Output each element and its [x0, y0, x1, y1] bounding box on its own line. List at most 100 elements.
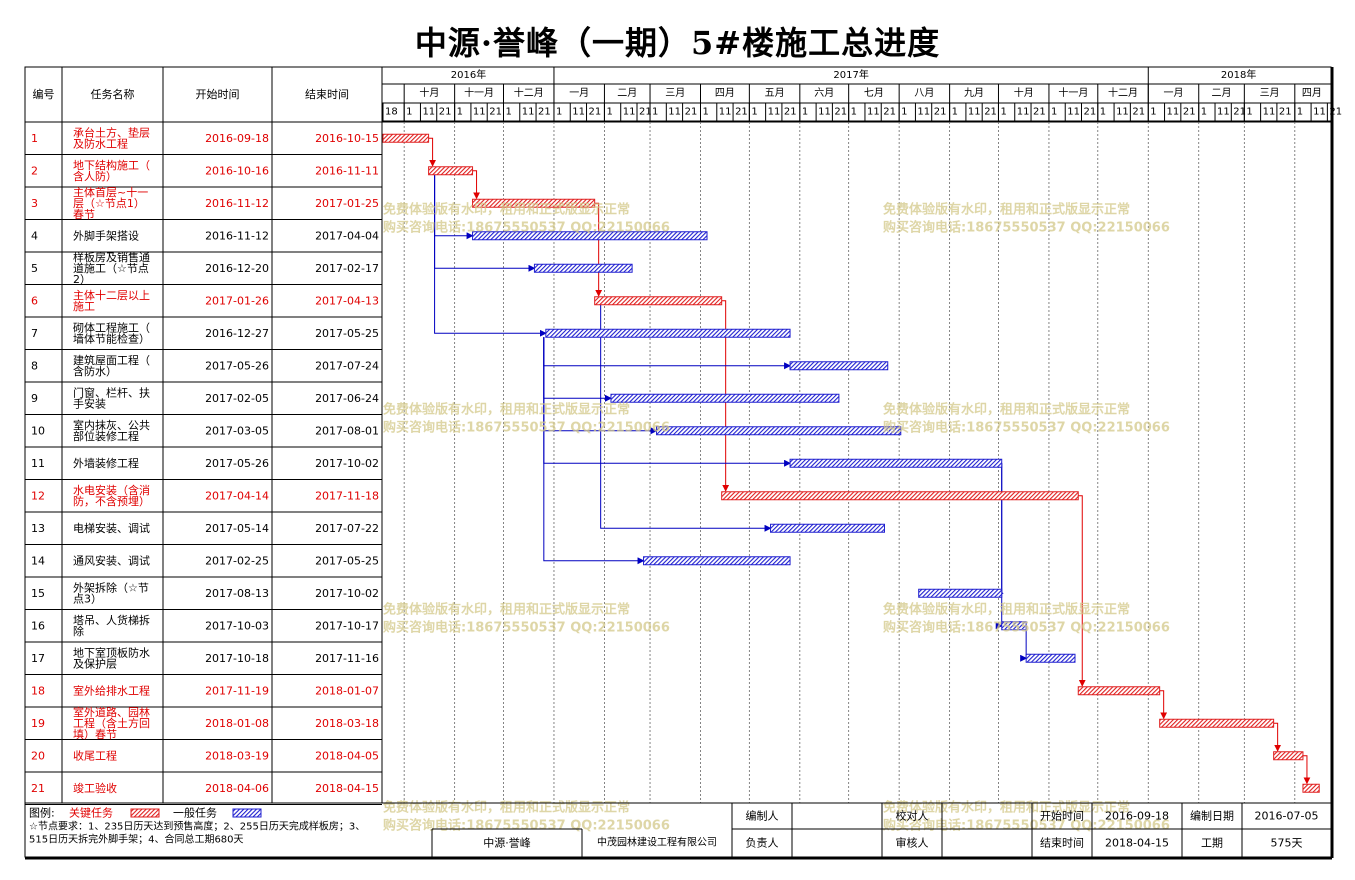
task-name: 含人防） — [73, 169, 117, 183]
task-start: 2017-05-14 — [205, 522, 269, 535]
watermark-line2: 购买咨询电话:18675550537 QQ:22150066 — [383, 620, 670, 636]
task-start: 2017-08-13 — [205, 587, 269, 600]
normal-task-bar[interactable] — [918, 588, 1003, 598]
critical-task-bar[interactable] — [382, 133, 430, 143]
footer-end-label: 结束时间 — [1040, 837, 1084, 850]
normal-task-bar[interactable] — [545, 328, 791, 338]
task-name: 除 — [73, 624, 84, 638]
normal-task-bar[interactable] — [1025, 653, 1076, 663]
critical-task-bar[interactable] — [1159, 718, 1275, 728]
task-row: 20 收尾工程 2018-03-19 2018-04-05 — [31, 748, 379, 762]
normal-task-bar[interactable] — [789, 458, 1003, 468]
normal-task-bar[interactable] — [643, 556, 791, 566]
task-name: 承台土方、垫层 — [73, 125, 150, 139]
task-end: 2017-11-16 — [315, 652, 379, 665]
task-start: 2018-03-19 — [205, 749, 269, 762]
task-name: 收尾工程 — [73, 748, 117, 762]
task-row: 4 外脚手架搭设 2016-11-12 2017-04-04 — [31, 228, 379, 242]
legend-critical-swatch — [130, 808, 160, 818]
day-label: 11 — [572, 107, 585, 118]
task-start: 2016-09-18 — [205, 132, 269, 145]
normal-task-bar[interactable] — [1001, 621, 1027, 631]
watermark-line1: 免费体验版有水印，租用和正式版显示正常 — [883, 202, 1130, 218]
day-label: 21 — [1132, 107, 1145, 118]
day-label: 1 — [606, 107, 612, 118]
day-label: 21 — [984, 107, 997, 118]
normal-task-bar[interactable] — [656, 426, 902, 436]
task-id: 12 — [31, 489, 45, 502]
task-id: 17 — [31, 652, 45, 665]
month-label: 八月 — [914, 87, 934, 99]
task-end: 2017-01-25 — [315, 197, 379, 210]
day-label: 1 — [1201, 107, 1207, 118]
footer-reviewer-label: 审核人 — [896, 836, 929, 850]
task-name: 地下结构施工（ — [73, 158, 150, 172]
task-row: 2 地下结构施工（含人防） 2016-10-16 2016-11-11 — [31, 158, 379, 183]
footer-duration-value: 575天 — [1271, 837, 1303, 850]
task-end: 2018-03-18 — [315, 717, 379, 730]
task-name: 及防水工程 — [73, 136, 128, 150]
day-label: 21 — [1329, 107, 1342, 118]
task-end: 2017-10-17 — [315, 619, 379, 632]
watermark-line2: 购买咨询电话:18675550537 QQ:22150066 — [883, 220, 1170, 236]
task-row: 13 电梯安装、调试 2017-05-14 2017-07-22 — [31, 521, 379, 535]
month-label: 九月 — [964, 87, 984, 99]
task-name: 道施工（☆节点 — [73, 261, 149, 275]
normal-task-bar[interactable] — [789, 361, 889, 371]
critical-task-bar[interactable] — [721, 491, 1079, 501]
task-start: 2017-10-18 — [205, 652, 269, 665]
task-end: 2017-08-01 — [315, 424, 379, 437]
day-label: 21 — [1183, 107, 1196, 118]
day-label: 11 — [1217, 107, 1230, 118]
month-label: 三月 — [665, 87, 685, 99]
day-label: 1 — [751, 107, 757, 118]
normal-task-bar[interactable] — [610, 393, 840, 403]
footer-date-label: 编制日期 — [1190, 809, 1234, 823]
day-label: 11 — [1067, 107, 1080, 118]
page-title: 中源·誉峰（一期）5#楼施工总进度 — [414, 24, 941, 62]
task-name: 手安装 — [73, 396, 106, 410]
normal-task-bar[interactable] — [472, 231, 708, 241]
day-label: 21 — [685, 107, 698, 118]
dependency-link — [600, 304, 772, 532]
task-id: 5 — [31, 262, 38, 275]
task-id: 8 — [31, 359, 38, 372]
critical-task-bar[interactable] — [1273, 751, 1304, 761]
watermark-line1: 免费体验版有水印，租用和正式版显示正常 — [383, 800, 630, 816]
day-label: 1 — [1100, 107, 1106, 118]
task-end: 2016-10-15 — [315, 132, 379, 145]
day-label: 11 — [623, 107, 636, 118]
task-id: 6 — [31, 294, 38, 307]
month-label: 十二月 — [514, 86, 544, 99]
day-label: 1 — [851, 107, 857, 118]
watermark-line1: 免费体验版有水印，租用和正式版显示正常 — [383, 202, 630, 218]
critical-task-bar[interactable] — [1077, 686, 1161, 696]
task-id: 2 — [31, 164, 38, 177]
day-label: 21 — [1033, 107, 1046, 118]
month-label: 一月 — [569, 87, 589, 99]
task-id: 19 — [31, 717, 45, 730]
critical-task-bar[interactable] — [428, 166, 474, 176]
task-name: 部位装修工程 — [73, 429, 139, 443]
critical-task-bar[interactable] — [1302, 783, 1320, 793]
task-name: 水电安装（含消 — [73, 483, 150, 497]
task-start: 2016-12-27 — [205, 327, 269, 340]
critical-task-bar[interactable] — [472, 198, 596, 208]
task-name: 电梯安装、调试 — [73, 521, 150, 535]
watermark-line1: 免费体验版有水印，租用和正式版显示正常 — [383, 602, 630, 618]
critical-task-bar[interactable] — [594, 296, 723, 306]
month-label: 二月 — [617, 87, 637, 99]
task-end: 2017-06-24 — [315, 392, 379, 405]
day-label: 11 — [818, 107, 831, 118]
normal-task-bar[interactable] — [770, 523, 885, 533]
task-id: 18 — [31, 684, 45, 697]
task-row: 8 建筑屋面工程（含防水） 2017-05-26 2017-07-24 — [31, 353, 379, 378]
normal-task-bar[interactable] — [533, 263, 633, 273]
day-label: 1 — [505, 107, 511, 118]
